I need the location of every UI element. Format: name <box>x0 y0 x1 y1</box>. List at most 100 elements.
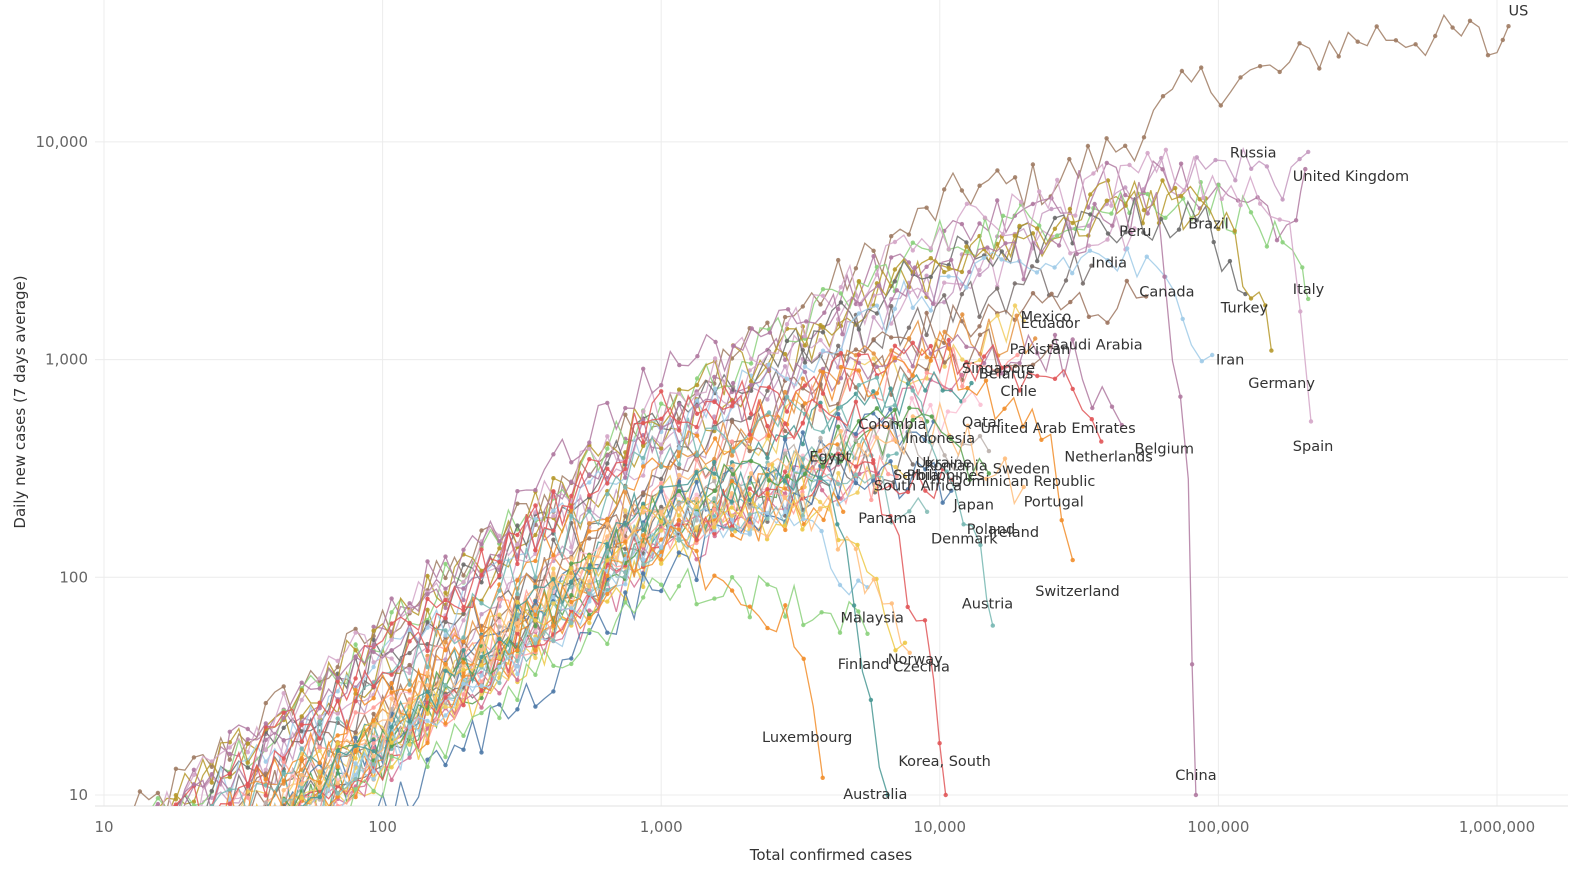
data-point <box>1180 69 1184 73</box>
data-point <box>443 562 447 566</box>
data-point <box>889 255 893 259</box>
data-point <box>282 807 286 811</box>
data-point <box>282 844 286 848</box>
data-point <box>839 429 843 433</box>
data-point <box>946 274 950 278</box>
data-point <box>264 806 268 810</box>
data-point <box>264 838 268 842</box>
data-point <box>659 545 663 549</box>
data-point <box>210 865 214 869</box>
data-point <box>300 810 304 814</box>
data-point <box>1190 662 1194 666</box>
data-point <box>869 498 873 502</box>
data-point <box>730 533 734 537</box>
data-point <box>712 596 716 600</box>
data-point <box>765 397 769 401</box>
data-point <box>336 814 340 818</box>
data-point <box>730 588 734 592</box>
data-point <box>192 755 196 759</box>
data-point <box>246 843 250 847</box>
country-label: Switzerland <box>1035 584 1120 600</box>
data-point <box>623 539 627 543</box>
data-point <box>246 741 250 745</box>
data-point <box>605 599 609 603</box>
data-point <box>841 510 845 514</box>
data-point <box>264 856 268 860</box>
data-point <box>264 831 268 835</box>
data-point <box>300 681 304 685</box>
data-point <box>282 822 286 826</box>
data-point <box>1053 377 1057 381</box>
data-point <box>765 534 769 538</box>
data-point <box>800 493 804 497</box>
data-point <box>875 272 879 276</box>
data-point <box>1105 199 1109 203</box>
data-point <box>803 383 807 387</box>
data-point <box>210 833 214 837</box>
data-point <box>1162 275 1166 279</box>
data-point <box>872 356 876 360</box>
data-point <box>551 538 555 542</box>
data-point <box>1178 395 1182 399</box>
data-point <box>407 809 411 813</box>
data-point <box>497 560 501 564</box>
data-point <box>479 612 483 616</box>
country-label: Egypt <box>809 450 851 466</box>
data-point <box>174 810 178 814</box>
data-point <box>318 817 322 821</box>
data-point <box>156 831 160 835</box>
data-point <box>228 846 232 850</box>
data-point <box>318 786 322 790</box>
data-point <box>749 361 753 365</box>
data-point <box>694 480 698 484</box>
data-point <box>677 363 681 367</box>
data-point <box>1052 265 1056 269</box>
data-point <box>497 573 501 577</box>
data-point <box>1179 162 1183 166</box>
data-point <box>156 819 160 823</box>
data-point <box>407 639 411 643</box>
data-point <box>677 507 681 511</box>
x-tick-label: 1,000,000 <box>1459 818 1535 836</box>
data-point <box>623 582 627 586</box>
data-point <box>1057 243 1061 247</box>
data-point <box>246 857 250 861</box>
data-point <box>569 579 573 583</box>
data-point <box>748 615 752 619</box>
data-point <box>174 848 178 852</box>
data-point <box>821 287 825 291</box>
data-point <box>461 598 465 602</box>
data-point <box>894 451 898 455</box>
data-point <box>425 608 429 612</box>
data-point <box>695 392 699 396</box>
data-point <box>947 266 951 270</box>
data-point <box>962 398 966 402</box>
data-point <box>210 854 214 858</box>
data-point <box>120 848 124 852</box>
data-point <box>300 723 304 727</box>
data-point <box>174 812 178 816</box>
y-tick-label: 10,000 <box>36 133 89 151</box>
data-point <box>156 791 160 795</box>
data-point <box>192 860 196 864</box>
data-point <box>641 409 645 413</box>
data-point <box>749 459 753 463</box>
data-point <box>192 870 196 874</box>
data-point <box>925 371 929 375</box>
data-point <box>677 584 681 588</box>
data-point <box>783 437 787 441</box>
data-point <box>228 869 232 873</box>
data-point <box>893 408 897 412</box>
data-point <box>300 739 304 743</box>
data-point <box>641 367 645 371</box>
data-point <box>246 782 250 786</box>
data-point <box>587 536 591 540</box>
data-point <box>893 356 897 360</box>
data-point <box>835 522 839 526</box>
data-point <box>893 307 897 311</box>
data-point <box>246 866 250 870</box>
data-point <box>264 818 268 822</box>
data-point <box>533 517 537 521</box>
data-point <box>659 442 663 446</box>
data-point <box>264 827 268 831</box>
